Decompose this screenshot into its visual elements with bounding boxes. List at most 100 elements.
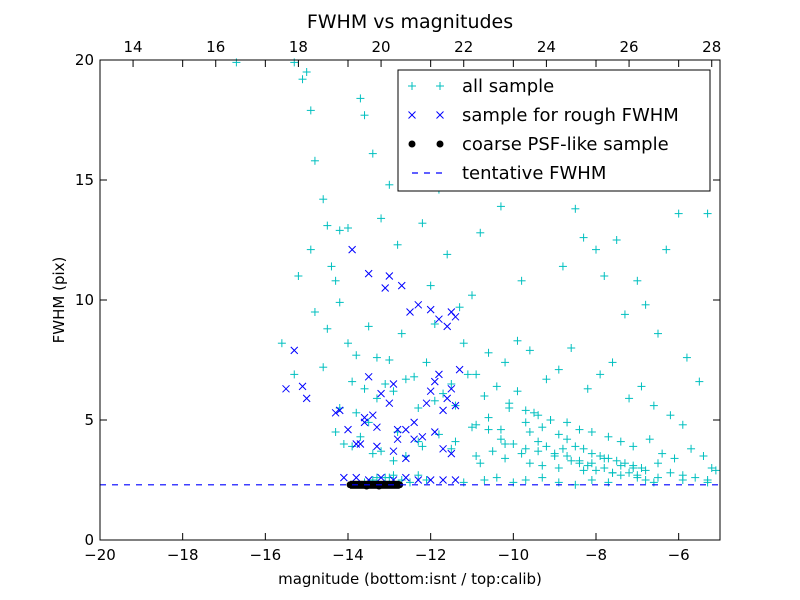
data-point [525,346,534,355]
data-point-b [364,269,373,278]
data-point [364,418,373,427]
x-tick-label: −16 [250,546,282,564]
legend-entry: all sample [408,76,554,97]
data-point [402,473,410,482]
data-point [658,449,667,458]
data-point [563,435,572,444]
data-point [455,365,464,374]
data-point [335,298,344,307]
data-point [654,459,662,468]
data-point [608,358,617,367]
data-point [360,384,369,393]
legend-swatch [408,111,416,119]
data-point [567,344,576,352]
data-point [356,440,365,448]
top-tick-label: 24 [537,38,556,56]
data-point-b [393,435,402,444]
top-tick-label: 28 [702,38,721,56]
data-point-b [447,308,456,316]
data-point-b [410,418,418,427]
data-point [633,276,642,285]
data-point-b [402,473,410,482]
data-point [666,468,675,477]
y-tick-label: 15 [75,171,94,189]
data-point [393,425,402,434]
data-point-b [451,312,460,321]
data-point [319,363,328,372]
data-point [327,262,336,271]
data-point [368,449,377,458]
legend-swatch [436,82,444,90]
data-point [579,233,588,242]
legend-label: coarse PSF-like sample [462,134,669,155]
top-tick-label: 14 [124,38,143,56]
data-point [571,442,580,451]
x-axis-label: magnitude (bottom:isnt / top:calib) [278,570,542,588]
data-point [480,476,489,484]
data-point [472,452,481,460]
data-point [571,204,580,213]
data-point [616,471,625,480]
legend-swatch-circle [408,140,416,148]
data-point [501,454,510,463]
data-point [430,320,439,328]
data-point-b [422,399,431,408]
x-tick-label: −18 [167,546,199,564]
axis-ticks: −20 −18 −16 −14 −12 −10 −8 −6 0 5 10 15 20 14 16 18 20 22… [75,38,721,564]
data-point [521,418,530,427]
data-point [381,380,390,388]
data-point-b [393,425,402,434]
data-point [385,399,394,408]
data-point [625,468,634,477]
y-tick-label: 10 [75,291,94,309]
data-point [348,245,356,254]
data-point [699,452,708,460]
data-point [439,444,447,453]
data-point [484,413,493,422]
data-point [306,106,315,115]
data-point [604,454,613,463]
data-point [538,461,547,470]
data-point [480,392,489,400]
data-point [360,111,369,120]
data-point [414,476,423,484]
data-point [608,468,617,477]
data-point [414,437,423,446]
data-point [534,437,543,446]
data-point [389,471,398,480]
data-point [443,394,452,403]
data-point [414,300,423,309]
data-point-b [439,406,447,415]
data-point-b [451,476,460,484]
data-point [707,464,716,472]
data-point [468,291,476,300]
data-point [554,365,563,374]
data-point-b [340,473,348,482]
data-point [592,466,600,475]
data-point [385,180,394,189]
y-axis-label: FWHM (pix) [50,257,68,344]
data-point [509,440,518,448]
data-point-b [373,423,381,432]
data-point [290,370,299,379]
data-point [550,452,559,460]
data-point [335,406,344,415]
data-point [335,226,344,235]
data-point [637,382,646,391]
data-point-b [373,442,381,451]
data-point [422,476,431,484]
data-point [530,408,538,417]
data-point [364,322,373,331]
data-point [496,425,505,434]
data-point [678,420,687,429]
data-point-b [443,394,452,403]
data-point [604,432,613,441]
data-point [344,425,352,434]
data-point [488,447,497,456]
data-point-b [368,411,377,420]
data-point [513,387,522,396]
legend-swatch-b [408,111,416,119]
data-point [410,372,419,381]
data-point [703,478,712,487]
data-point [447,384,456,393]
